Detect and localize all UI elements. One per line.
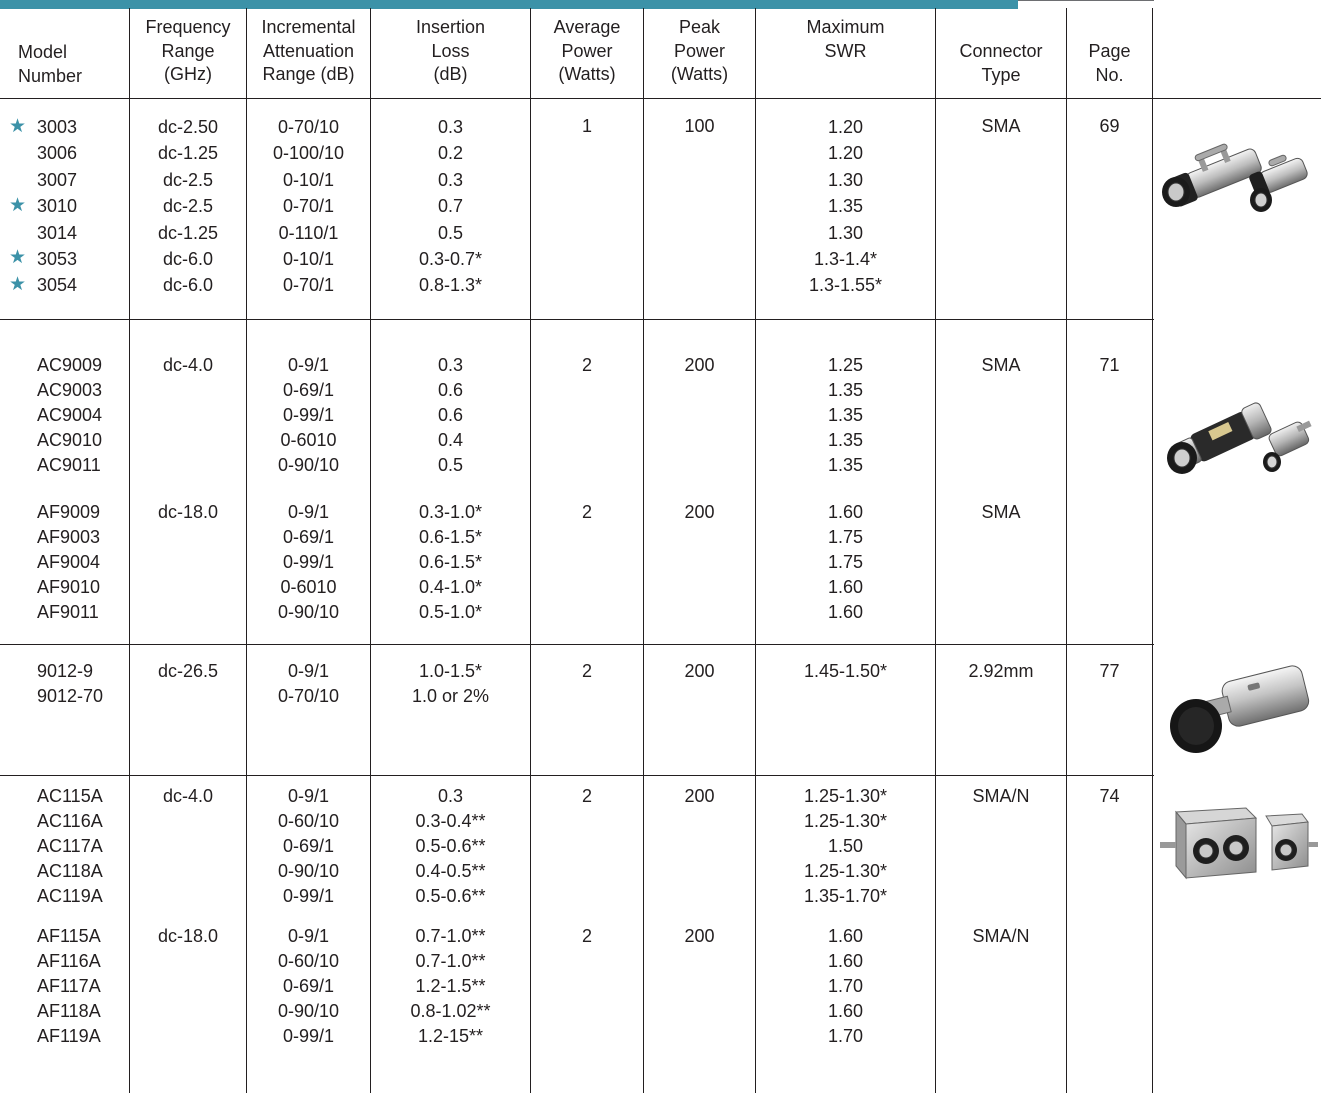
column-divider [755, 8, 756, 1093]
peak-power: 200 [684, 786, 715, 806]
max-swr-list: 1.25-1.30* 1.25-1.30* 1.50 1.25-1.30* 1.… [803, 786, 888, 906]
max-swr-list: 1.25 1.35 1.35 1.35 1.35 [827, 355, 864, 475]
insertion-loss-list: 0.7-1.0** 0.7-1.0** 1.2-1.5** 0.8-1.02**… [410, 926, 491, 1046]
row-divider [0, 775, 1154, 776]
header-page: Page No. [1088, 41, 1131, 85]
connector-type: SMA [981, 502, 1021, 522]
connector-type: SMA/N [972, 926, 1030, 946]
peak-power: 200 [684, 355, 715, 375]
page-number: 74 [1099, 786, 1120, 806]
header-frequency: Frequency Range (GHz) [145, 17, 231, 84]
attenuation-list: 0-9/1 0-70/10 [277, 661, 340, 706]
row-divider [0, 319, 1154, 320]
header-accent-bar [0, 0, 1018, 9]
max-swr-list: 1.60 1.75 1.75 1.60 1.60 [827, 502, 864, 622]
star-icon: ★ [9, 247, 27, 268]
header-peak-power: Peak Power (Watts) [670, 17, 729, 84]
attenuation-list: 0-9/1 0-60/10 0-69/1 0-90/10 0-99/1 [277, 786, 340, 906]
column-divider [1066, 8, 1067, 1093]
column-divider [246, 8, 247, 1093]
insertion-loss-list: 0.3 0.3-0.4** 0.5-0.6** 0.4-0.5** 0.5-0.… [415, 786, 486, 906]
column-divider [1152, 8, 1153, 1093]
frequency-list: dc-2.50 dc-1.25 dc-2.5 dc-2.5 dc-1.25 dc… [157, 117, 219, 296]
attenuation-list: 0-9/1 0-60/10 0-69/1 0-90/10 0-99/1 [277, 926, 340, 1046]
model-list: AC9009 AC9003 AC9004 AC9010 AC9011 [37, 355, 103, 475]
peak-power: 100 [684, 116, 715, 136]
star-icon: ★ [9, 116, 27, 137]
insertion-loss-list: 0.3 0.2 0.3 0.7 0.5 0.3-0.7* 0.8-1.3* [418, 117, 483, 296]
frequency-list: dc-4.0 [162, 786, 214, 806]
header-attenuation: Incremental Attenuation Range (dB) [261, 17, 356, 84]
attenuation-list: 0-9/1 0-69/1 0-99/1 0-6010 0-90/10 [277, 502, 340, 622]
model-list: AF9009 AF9003 AF9004 AF9010 AF9011 [37, 502, 101, 622]
page-number: 71 [1099, 355, 1120, 375]
model-list: 3003 3006 3007 3010 3014 3053 3054 [37, 117, 78, 296]
average-power: 2 [581, 926, 592, 946]
insertion-loss-list: 1.0-1.5* 1.0 or 2% [411, 661, 490, 706]
average-power: 2 [581, 502, 592, 522]
attenuator-3000-photo [1162, 143, 1308, 212]
max-swr-list: 1.60 1.60 1.70 1.60 1.70 [827, 926, 864, 1046]
connector-type: SMA/N [972, 786, 1030, 806]
row-divider [0, 644, 1154, 645]
header-average-power: Average Power (Watts) [553, 17, 621, 84]
average-power: 2 [581, 661, 592, 681]
column-divider [935, 8, 936, 1093]
attenuator-ac115a-photo [1160, 807, 1318, 880]
header-max-swr: Maximum SWR [806, 17, 885, 61]
connector-type: 2.92mm [968, 661, 1034, 681]
frequency-list: dc-4.0 [162, 355, 214, 375]
header-rule [0, 98, 1321, 99]
peak-power: 200 [684, 661, 715, 681]
star-icon: ★ [9, 274, 27, 295]
frequency-list: dc-18.0 [157, 926, 219, 946]
attenuator-9000-photo [1167, 402, 1312, 474]
model-list: AC115A AC116A AC117A AC118A AC119A [37, 786, 103, 906]
column-divider [370, 8, 371, 1093]
header-connector: Connector Type [959, 41, 1043, 85]
insertion-loss-list: 0.3 0.6 0.6 0.4 0.5 [437, 355, 464, 475]
star-icon: ★ [9, 195, 27, 216]
column-divider [530, 8, 531, 1093]
insertion-loss-list: 0.3-1.0* 0.6-1.5* 0.6-1.5* 0.4-1.0* 0.5-… [418, 502, 483, 622]
average-power: 1 [581, 116, 592, 136]
page-number: 69 [1099, 116, 1120, 136]
average-power: 2 [581, 355, 592, 375]
max-swr-list: 1.45-1.50* [803, 661, 888, 681]
peak-power: 200 [684, 502, 715, 522]
column-divider [129, 8, 130, 1093]
header-model: Model Number [18, 42, 83, 86]
page-number: 77 [1099, 661, 1120, 681]
average-power: 2 [581, 786, 592, 806]
header-insertion-loss: Insertion Loss (dB) [415, 17, 486, 84]
peak-power: 200 [684, 926, 715, 946]
connector-type: SMA [981, 355, 1021, 375]
column-divider [643, 8, 644, 1093]
max-swr-list: 1.20 1.20 1.30 1.35 1.30 1.3-1.4* 1.3-1.… [808, 117, 883, 296]
frequency-list: dc-18.0 [157, 502, 219, 522]
attenuation-list: 0-70/10 0-100/10 0-10/1 0-70/1 0-110/1 0… [272, 117, 345, 296]
attenuator-9012-photo [1170, 665, 1310, 753]
header-top-rule [1018, 0, 1154, 1]
model-list: 9012-9 9012-70 [37, 661, 104, 706]
connector-type: SMA [981, 116, 1021, 136]
frequency-list: dc-26.5 [157, 661, 219, 681]
attenuation-list: 0-9/1 0-69/1 0-99/1 0-6010 0-90/10 [277, 355, 340, 475]
model-list: AF115A AF116A AF117A AF118A AF119A [37, 926, 101, 1046]
